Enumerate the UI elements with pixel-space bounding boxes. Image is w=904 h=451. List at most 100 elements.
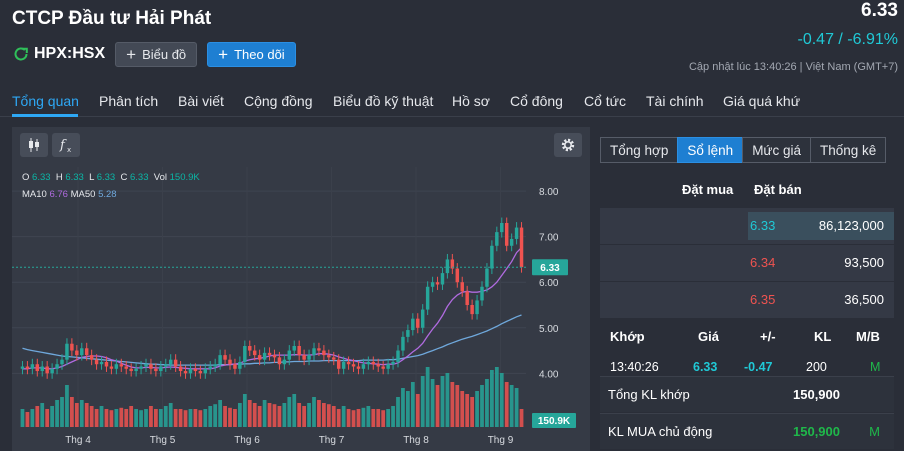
candle-body	[287, 350, 292, 360]
matched-list[interactable]: 13:40:26 6.33 -0.47 200 M	[600, 353, 894, 375]
volume-bar	[396, 397, 400, 427]
candle-body	[455, 268, 460, 283]
candle-body	[65, 343, 69, 360]
candle-body	[460, 282, 464, 292]
current-price: 6.33	[861, 0, 898, 21]
candle-body	[262, 352, 267, 360]
candle-body	[154, 368, 158, 372]
tab-technical-chart[interactable]: Biểu đồ kỹ thuật	[333, 93, 434, 109]
tab-analysis[interactable]: Phân tích	[99, 93, 159, 109]
candle-type-button[interactable]	[20, 133, 48, 157]
tab-community[interactable]: Cộng đồng	[244, 93, 313, 109]
candle-body	[435, 282, 440, 285]
candle-body	[25, 366, 30, 369]
tab-financials[interactable]: Tài chính	[646, 93, 704, 109]
x-tick-label: Thg 5	[150, 435, 176, 446]
tab-historical-price[interactable]: Giá quá khứ	[723, 93, 801, 109]
volume-bar	[134, 409, 138, 427]
candle-body	[119, 364, 124, 367]
chart-settings-button[interactable]	[554, 133, 582, 157]
candle-body	[490, 245, 494, 269]
candle-body	[272, 355, 277, 358]
candle-body	[70, 343, 74, 351]
trading-panel: Tổng hợp Sổ lệnh Mức giá Thống kê Đặt mu…	[590, 127, 904, 451]
price-change: -0.47 / -6.91%	[797, 31, 899, 48]
candle-body	[519, 227, 524, 268]
volume-bar	[163, 406, 168, 427]
follow-button[interactable]: + Theo dõi	[207, 41, 296, 67]
matched-volume: 200	[806, 360, 827, 374]
volume-bar	[114, 409, 119, 427]
tab-dividends[interactable]: Cổ tức	[584, 93, 627, 109]
refresh-icon[interactable]	[12, 45, 30, 63]
candle-body	[282, 359, 287, 365]
candle-body	[75, 350, 79, 356]
price-tag-bg	[532, 259, 568, 276]
candle-body	[297, 346, 301, 356]
orderbook-price: 6.35	[750, 292, 776, 307]
volume-bar	[415, 394, 420, 427]
volume-bar	[94, 409, 99, 427]
tab-price-levels[interactable]: Mức giá	[742, 137, 811, 163]
volume-bar	[494, 367, 499, 427]
volume-bar	[307, 403, 311, 427]
candle-body	[149, 364, 153, 369]
summary-row: KL MUA chủ động 150,900 M	[600, 413, 894, 449]
volume-bar	[341, 406, 346, 427]
volume-bar	[475, 391, 479, 427]
ma10-label: MA10	[22, 189, 47, 200]
tab-articles[interactable]: Bài viết	[178, 93, 224, 109]
ma-legend: MA10 6.76 MA50 5.28	[22, 189, 117, 200]
volume-bar	[252, 403, 257, 427]
y-tick-label: 8.00	[539, 187, 559, 198]
volume-bar	[292, 394, 297, 427]
volume-bar	[84, 403, 89, 427]
candle-body	[371, 361, 376, 365]
volume-bar	[223, 406, 227, 427]
candle-body	[193, 368, 198, 372]
sell-order-header: Đặt bán	[754, 182, 802, 197]
volume-bar	[109, 410, 114, 427]
high-label: H	[55, 172, 63, 183]
candle-body	[218, 355, 222, 365]
indicators-button[interactable]: f x	[52, 133, 80, 157]
tab-shareholders[interactable]: Cổ đông	[510, 93, 563, 109]
volume-bar	[149, 406, 153, 427]
orderbook-row: 6.34 93,500	[600, 245, 894, 281]
volume-label: Vol	[153, 172, 167, 183]
ma10-value: 6.76	[49, 189, 68, 200]
candle-body	[495, 232, 499, 246]
volume-bar	[401, 388, 405, 427]
candle-body	[480, 286, 484, 301]
volume-bar	[55, 400, 59, 427]
ma50-label: MA50	[70, 189, 96, 200]
buy-order-header: Đặt mua	[682, 182, 734, 197]
price-chart[interactable]: 8.00 7.00 6.00 5.00 4.00 Thg 4 Thg 5 Thg 6 Thg 7…	[12, 127, 590, 451]
chart-button-label: Biểu đồ	[142, 46, 187, 62]
candle-body	[376, 364, 380, 367]
candle-body	[450, 259, 455, 269]
chart-button[interactable]: + Biểu đồ	[115, 41, 198, 67]
candle-body	[500, 223, 504, 233]
volume-bar	[499, 373, 504, 427]
candle-body	[104, 361, 109, 367]
volume-bar	[104, 409, 109, 427]
chart-panel: 8.00 7.00 6.00 5.00 4.00 Thg 4 Thg 5 Thg 6 Thg 7…	[12, 127, 590, 451]
candle-body	[327, 355, 331, 358]
summary-value: 150,900	[793, 387, 840, 402]
volume-bar	[218, 400, 222, 427]
orderbook-row: 6.33 86,123,000	[600, 208, 894, 244]
volume-bar	[124, 409, 129, 427]
x-tick-label: Thg 8	[403, 435, 429, 446]
tab-statistics[interactable]: Thống kê	[810, 137, 887, 163]
volume-bar	[20, 409, 25, 427]
tab-profile[interactable]: Hồ sơ	[452, 93, 490, 109]
tab-order-book[interactable]: Sổ lệnh	[677, 137, 744, 163]
tab-overview[interactable]: Tổng quan	[12, 93, 79, 109]
volume-bar	[460, 391, 465, 427]
high-value: 6.33	[65, 172, 84, 183]
tab-summary[interactable]: Tổng hợp	[600, 137, 679, 163]
volume-bar	[504, 382, 509, 427]
ma50-line	[22, 314, 522, 366]
x-tick-label: Thg 9	[488, 435, 514, 446]
